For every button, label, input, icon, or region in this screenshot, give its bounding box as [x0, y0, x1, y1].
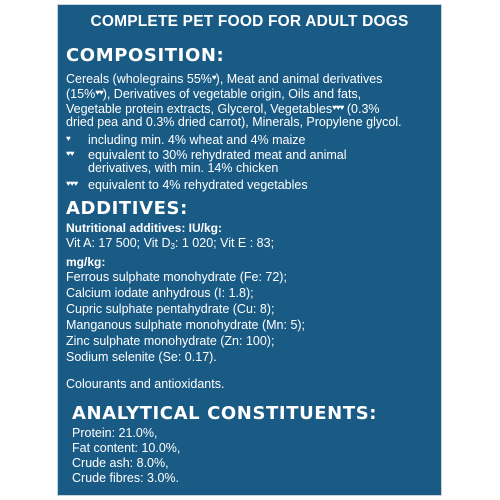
- composition-line-2: (15%♥♥), Derivatives of vegetable origin…: [66, 87, 362, 101]
- analytical-item: Protein: 21.0%,: [72, 426, 158, 440]
- colourants-text: Colourants and antioxidants.: [66, 377, 225, 391]
- double-heart-icon: ♥♥: [95, 88, 103, 97]
- vitamins-line: Vit A: 17 500; Vit D3: 1 020; Vit E : 83…: [66, 236, 275, 251]
- composition-heading: COMPOSITION:: [66, 45, 225, 66]
- analytical-item: Crude ash: 8.0%,: [72, 456, 169, 470]
- additive-item: Ferrous sulphate monohydrate (Fe: 72);: [66, 270, 287, 284]
- mgkg-label: mg/kg:: [66, 255, 106, 269]
- label-header: COMPLETE PET FOOD FOR ADULT DOGS: [90, 13, 409, 30]
- heart-icon: ♥: [66, 134, 71, 143]
- analytical-item: Crude fibres: 3.0%.: [72, 471, 179, 485]
- composition-line-1: Cereals (wholegrains 55%♥), Meat and ani…: [66, 72, 383, 86]
- composition-note-2: ♥♥ equivalent to 30% rehydrated meat and …: [66, 148, 347, 162]
- triple-heart-icon: ♥♥♥: [332, 103, 344, 112]
- analytical-heading: ANALYTICAL CONSTITUENTS:: [72, 403, 378, 424]
- additives-heading: ADDITIVES:: [66, 198, 188, 219]
- heart-icon: ♥: [211, 73, 217, 82]
- additive-item: Cupric sulphate pentahydrate (Cu: 8);: [66, 302, 275, 316]
- composition-note-2-cont: derivatives, with min. 14% chicken: [88, 161, 279, 175]
- composition-note-1: ♥ including min. 4% wheat and 4% maize: [66, 133, 306, 147]
- analytical-item: Fat content: 10.0%,: [72, 441, 181, 455]
- additive-item: Manganous sulphate monohydrate (Mn: 5);: [66, 318, 306, 332]
- double-heart-icon: ♥♥: [66, 149, 75, 158]
- additive-item: Calcium iodate anhydrous (I: 1.8);: [66, 286, 254, 300]
- composition-line-3: Vegetable protein extracts, Glycerol, Ve…: [66, 102, 380, 116]
- composition-line-4: dried pea and 0.3% dried carrot), Minera…: [66, 115, 402, 129]
- additive-item: Zinc sulphate monohydrate (Zn: 100);: [66, 334, 275, 348]
- composition-note-3: ♥♥♥ equivalent to 4% rehydrated vegetable…: [66, 178, 308, 192]
- triple-heart-icon: ♥♥♥: [66, 179, 78, 188]
- pet-food-label: COMPLETE PET FOOD FOR ADULT DOGS COMPOSI…: [57, 4, 442, 496]
- nutritional-additives-label: Nutritional additives: IU/kg:: [66, 221, 223, 235]
- additive-item: Sodium selenite (Se: 0.17).: [66, 350, 217, 364]
